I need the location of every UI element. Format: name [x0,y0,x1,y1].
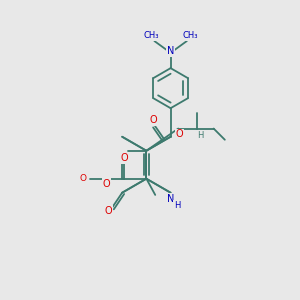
Text: N: N [167,46,174,56]
Text: CH₃: CH₃ [183,31,198,40]
Text: H: H [174,201,180,210]
Text: O: O [103,179,110,189]
Text: O: O [121,153,128,163]
Text: N: N [167,194,174,204]
Text: O: O [150,115,158,125]
Text: O: O [80,174,87,183]
Text: O: O [176,129,184,140]
Text: H: H [197,130,203,140]
Text: O: O [104,206,112,216]
Text: CH₃: CH₃ [143,31,159,40]
